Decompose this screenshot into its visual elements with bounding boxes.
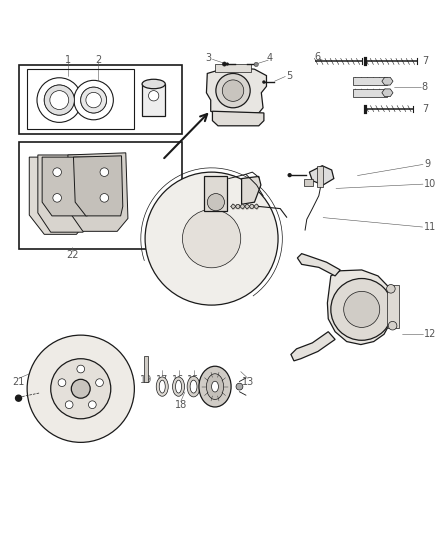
Text: 6: 6 (313, 52, 319, 62)
Text: 13: 13 (241, 377, 254, 387)
Ellipse shape (206, 374, 223, 399)
Text: 2: 2 (95, 55, 101, 64)
Circle shape (88, 401, 96, 409)
Circle shape (65, 401, 73, 409)
Circle shape (261, 80, 265, 84)
Bar (352, 77, 387, 85)
Bar (27, 69, 134, 129)
Text: 8: 8 (421, 82, 427, 92)
Circle shape (182, 209, 240, 268)
Circle shape (37, 78, 81, 123)
Polygon shape (297, 254, 339, 276)
Circle shape (86, 92, 101, 108)
Circle shape (81, 87, 106, 113)
Circle shape (58, 379, 66, 386)
Circle shape (53, 193, 61, 202)
Polygon shape (241, 176, 260, 204)
Circle shape (222, 80, 243, 101)
Circle shape (51, 359, 110, 419)
Text: 11: 11 (423, 222, 435, 232)
Circle shape (254, 62, 258, 67)
Circle shape (44, 85, 74, 115)
Circle shape (77, 365, 85, 373)
Text: 21: 21 (12, 377, 25, 387)
Bar (142, 84, 165, 116)
Polygon shape (42, 157, 91, 216)
Circle shape (148, 91, 159, 101)
Ellipse shape (142, 79, 165, 88)
Ellipse shape (172, 377, 184, 396)
Polygon shape (29, 157, 85, 235)
Bar (144, 356, 147, 382)
Circle shape (71, 379, 90, 398)
Circle shape (145, 172, 277, 305)
Bar (316, 166, 322, 187)
Text: 7: 7 (421, 56, 427, 67)
Circle shape (53, 168, 61, 176)
Bar (18, 142, 181, 249)
Text: 7: 7 (421, 103, 427, 114)
Circle shape (226, 63, 228, 66)
Polygon shape (381, 77, 392, 85)
Text: 14: 14 (207, 375, 219, 385)
Text: 4: 4 (266, 53, 272, 63)
Circle shape (287, 173, 291, 177)
Circle shape (44, 85, 74, 115)
Circle shape (343, 292, 379, 327)
Circle shape (222, 62, 226, 66)
Circle shape (100, 193, 108, 202)
Text: 17: 17 (155, 375, 168, 385)
Polygon shape (206, 67, 266, 113)
Ellipse shape (175, 380, 181, 393)
Circle shape (215, 74, 250, 108)
Circle shape (74, 80, 113, 120)
Polygon shape (38, 155, 93, 232)
Bar (386, 285, 399, 328)
Text: 20: 20 (74, 373, 87, 383)
Text: 19: 19 (139, 375, 152, 385)
Text: 18: 18 (174, 400, 187, 410)
Polygon shape (290, 332, 334, 361)
Polygon shape (212, 111, 263, 126)
Circle shape (236, 383, 242, 390)
Bar (203, 176, 227, 211)
Bar (303, 180, 313, 187)
Ellipse shape (159, 380, 165, 393)
Text: 10: 10 (423, 179, 435, 189)
Circle shape (50, 91, 69, 109)
Circle shape (388, 321, 396, 330)
Ellipse shape (156, 377, 168, 396)
Text: 9: 9 (423, 159, 429, 169)
Circle shape (207, 193, 224, 211)
Text: 15: 15 (187, 375, 199, 385)
Circle shape (15, 395, 21, 401)
Bar (18, 65, 181, 134)
Ellipse shape (211, 381, 218, 392)
Circle shape (330, 279, 392, 340)
Ellipse shape (190, 380, 197, 393)
Circle shape (27, 335, 134, 442)
Polygon shape (381, 89, 392, 96)
Text: 5: 5 (286, 71, 292, 82)
Polygon shape (68, 153, 127, 231)
Circle shape (386, 285, 394, 293)
Polygon shape (309, 166, 333, 185)
Circle shape (95, 379, 103, 386)
Text: 12: 12 (423, 329, 435, 340)
Text: 16: 16 (172, 375, 184, 385)
Text: 3: 3 (205, 53, 211, 63)
Polygon shape (327, 270, 394, 344)
Text: 1: 1 (65, 55, 71, 64)
Bar (352, 89, 387, 96)
Circle shape (81, 87, 106, 113)
Circle shape (100, 168, 108, 176)
Bar (215, 64, 251, 72)
Polygon shape (73, 156, 123, 216)
Ellipse shape (187, 376, 200, 397)
Text: 22: 22 (66, 250, 78, 260)
Ellipse shape (198, 366, 230, 407)
